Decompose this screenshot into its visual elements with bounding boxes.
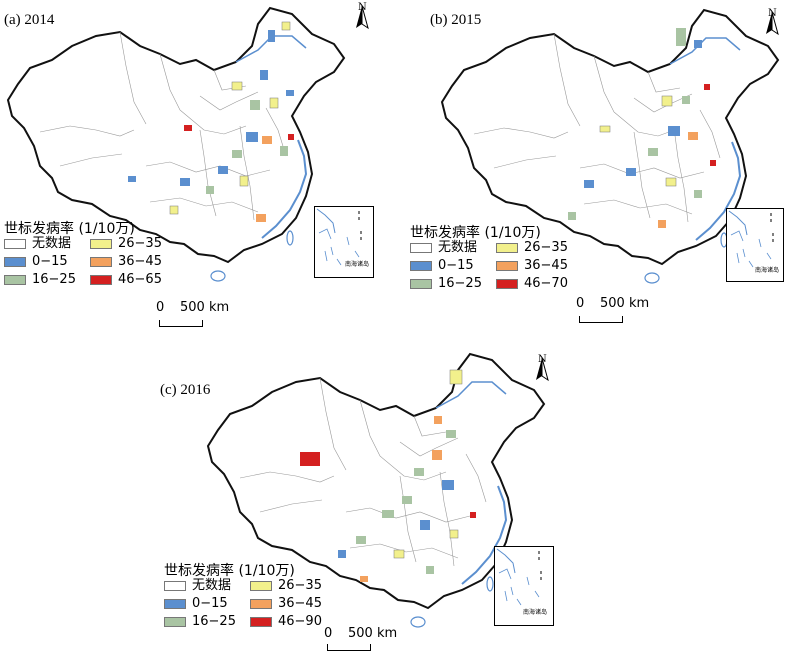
south-china-sea-inset: 南海诸岛 <box>494 546 554 626</box>
legend-swatch <box>164 581 186 591</box>
inset-label: 南海诸岛 <box>755 267 780 274</box>
svg-text:N: N <box>768 8 777 19</box>
regions-c <box>300 369 476 582</box>
legend-swatch <box>410 261 432 271</box>
legend-swatch <box>250 599 272 609</box>
north-arrow-icon: N <box>355 2 369 29</box>
legend-swatch <box>4 239 26 249</box>
scale-bar: 0 500 km <box>576 296 666 326</box>
legend-swatch <box>164 599 186 609</box>
legend-swatch <box>90 257 112 267</box>
svg-text:N: N <box>358 2 367 13</box>
legend-swatch <box>4 257 26 267</box>
north-arrow-icon: N <box>765 8 779 35</box>
legend-swatch <box>250 617 272 627</box>
scale-bar: 0 500 km <box>324 626 414 652</box>
map-b <box>441 9 779 284</box>
panel-b: (b) 2015 N 南海诸岛 世标发病率 (1/10万) 无数据 0−15 1… <box>398 0 787 330</box>
legend-b: 世标发病率 (1/10万) 无数据 0−15 16−25 26−35 36−45… <box>410 222 590 302</box>
inset-label: 南海诸岛 <box>345 261 370 268</box>
panel-title: (b) 2015 <box>430 12 482 28</box>
legend-title: 世标发病率 (1/10万) <box>4 221 135 237</box>
legend-swatch <box>4 275 26 285</box>
inset-label: 南海诸岛 <box>523 609 548 616</box>
legend-swatch <box>496 279 518 289</box>
legend-swatch <box>90 275 112 285</box>
south-china-sea-inset: 南海诸岛 <box>726 208 784 282</box>
map-a <box>7 7 345 282</box>
legend-c: 世标发病率 (1/10万) 无数据 0−15 16−25 26−35 36−45… <box>164 560 344 640</box>
legend-swatch <box>164 617 186 627</box>
legend-swatch <box>410 243 432 253</box>
scale-bar: 0 500 km <box>156 300 246 330</box>
panel-title: (c) 2016 <box>160 382 211 398</box>
legend-swatch <box>90 239 112 249</box>
legend-swatch <box>496 261 518 271</box>
south-china-sea-inset: 南海诸岛 <box>314 206 374 278</box>
map-c <box>207 353 545 628</box>
legend-swatch <box>250 581 272 591</box>
panel-a: (a) 2014 N 南海诸岛 世标发病率 (1/10万) 无数据 0−15 1… <box>0 0 390 330</box>
svg-text:N: N <box>538 354 547 365</box>
legend-a: 世标发病率 (1/10万) 无数据 0−15 16−25 26−35 36−45… <box>4 218 184 298</box>
regions-a <box>128 21 294 222</box>
regions-b <box>568 28 716 228</box>
panel-title: (a) 2014 <box>4 12 55 28</box>
legend-swatch <box>410 279 432 289</box>
legend-title: 世标发病率 (1/10万) <box>164 563 295 579</box>
north-arrow-icon: N <box>535 354 549 381</box>
panel-c: (c) 2016 N 南海诸岛 世标发病率 (1/10万) 无数据 0−15 1… <box>150 340 570 652</box>
legend-title: 世标发病率 (1/10万) <box>410 225 541 241</box>
legend-swatch <box>496 243 518 253</box>
